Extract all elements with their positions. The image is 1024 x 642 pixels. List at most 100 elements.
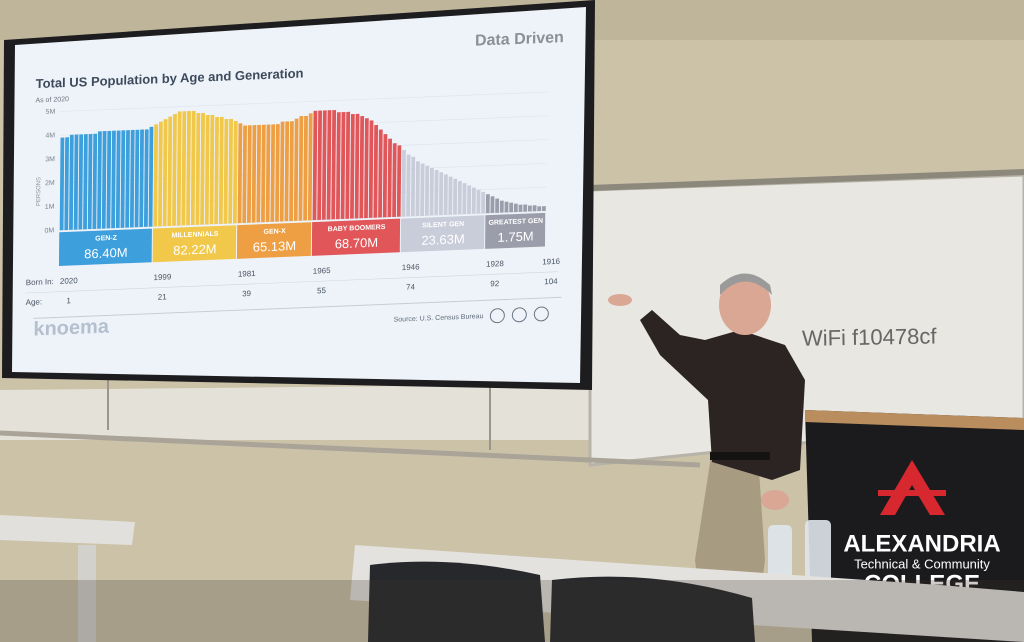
bar (527, 205, 532, 212)
bar (237, 123, 243, 224)
hand (608, 294, 632, 306)
bar (92, 133, 98, 229)
bar (158, 121, 163, 227)
table-leg (78, 545, 96, 642)
age-label: Age: (26, 297, 43, 307)
bar (115, 130, 121, 229)
bar (509, 202, 514, 213)
presenter (608, 273, 805, 600)
generation-box (236, 222, 312, 259)
bar (457, 180, 462, 215)
bar (396, 145, 402, 217)
bar (387, 138, 392, 218)
bar (354, 113, 360, 219)
bar (143, 129, 149, 227)
bar (513, 203, 518, 213)
chair (368, 561, 545, 642)
age-value: 21 (158, 292, 168, 301)
bar (218, 116, 224, 224)
row-rule (25, 271, 558, 294)
bar (364, 118, 369, 219)
trousers (695, 450, 765, 600)
bar (481, 191, 486, 214)
bar (453, 178, 458, 215)
chair (550, 576, 755, 642)
bar (331, 109, 337, 220)
bar (200, 112, 205, 225)
podium-subtitle: Technical & Community (854, 556, 990, 571)
bar (490, 196, 495, 214)
slide-brand: Data Driven (475, 29, 564, 49)
age-value: 55 (317, 286, 327, 295)
bar (73, 134, 79, 230)
bar (312, 110, 318, 221)
bar (448, 176, 453, 215)
y-axis-title: PERSONS (36, 177, 42, 206)
generation-total: 1.75M (497, 229, 533, 245)
bar (443, 174, 448, 215)
bar (172, 113, 177, 226)
row-rule (33, 296, 562, 319)
bar (401, 149, 406, 217)
bar (518, 204, 523, 212)
age-value: 1 (66, 296, 71, 305)
generation-name: SILENT GEN (422, 221, 464, 230)
bar (125, 130, 130, 228)
bar (438, 172, 444, 216)
bar (242, 125, 247, 223)
bar (523, 204, 528, 212)
bar (59, 137, 65, 231)
podium-top (805, 410, 1024, 430)
generation-box (485, 212, 546, 249)
bar (87, 133, 93, 230)
bar (293, 118, 299, 221)
bar (153, 124, 159, 227)
bar (176, 111, 182, 226)
bar (251, 125, 257, 223)
bar (214, 117, 219, 225)
bar (204, 115, 210, 225)
bar (284, 121, 290, 222)
nd-icon (533, 306, 549, 322)
born-in-year: 1946 (402, 262, 420, 272)
table (0, 515, 135, 545)
bar (429, 167, 434, 216)
bar (78, 134, 84, 230)
hand (761, 490, 789, 510)
bar (148, 126, 154, 227)
bar (167, 116, 173, 226)
generation-name: MILLENNIALS (171, 231, 218, 240)
generation-total: 82.22M (173, 241, 216, 258)
bar (434, 170, 439, 216)
floor-shadow (0, 580, 1024, 642)
born-in-year: 1965 (313, 266, 331, 276)
y-tick-label: 1M (45, 204, 55, 211)
bar (195, 113, 201, 225)
board-rail (589, 169, 1024, 191)
by-icon (511, 307, 527, 323)
bar (537, 206, 542, 212)
generation-total: 86.40M (84, 245, 127, 262)
footer-source: Source: U.S. Census Bureau (394, 313, 484, 324)
water-bottle (805, 520, 831, 586)
bar (382, 134, 388, 218)
marker-tray (0, 430, 701, 468)
college-logo (880, 460, 945, 515)
bar (321, 110, 327, 220)
y-tick-label: 2M (45, 180, 55, 187)
bar (410, 156, 416, 217)
bar (190, 110, 196, 226)
college-logo-bar (878, 490, 946, 496)
bar (462, 183, 467, 215)
bar (345, 111, 351, 219)
bar (499, 200, 504, 213)
bar (542, 206, 546, 211)
generation-box (311, 218, 401, 256)
shirt (640, 310, 805, 480)
bar (495, 198, 500, 213)
bar (424, 165, 430, 216)
bar (368, 120, 374, 218)
age-value: 104 (544, 277, 558, 287)
generation-name: GREATEST GEN (488, 218, 543, 227)
